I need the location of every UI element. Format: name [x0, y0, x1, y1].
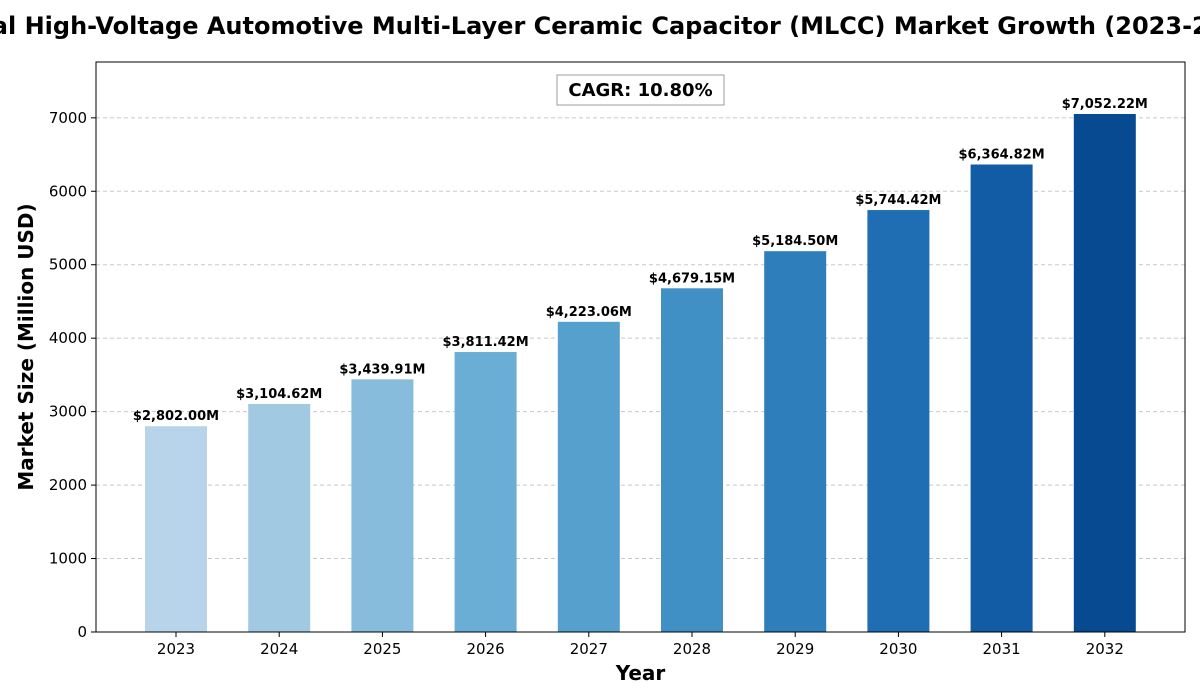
cagr-annotation: CAGR: 10.80%: [556, 74, 725, 106]
x-axis-ticks: 2023 2024 2025 2026 2027 2028 2029 2030 2031 2032: [157, 632, 1124, 658]
bar-value-label-2032: $7,052.22M: [1062, 97, 1148, 112]
y-tick-label: 7000: [49, 109, 87, 127]
bar-value-labels: $2,802.00M $3,104.62M $3,439.91M $3,811.42M…: [133, 97, 1148, 424]
cagr-label: CAGR: 10.80%: [568, 80, 712, 101]
chart-title: Global High-Voltage Automotive Multi-Lay…: [0, 12, 1200, 40]
bar-2028: [661, 288, 723, 632]
x-tick-label-2032: 2032: [1086, 640, 1124, 658]
bar-value-label-2026: $3,811.42M: [443, 335, 529, 350]
bar-2031: [970, 164, 1033, 632]
bar-2032: [1073, 113, 1136, 632]
bar-value-label-2025: $3,439.91M: [339, 362, 425, 377]
bar-value-label-2028: $4,679.15M: [649, 271, 735, 286]
bar-value-label-2029: $5,184.50M: [752, 234, 838, 249]
bars: [145, 113, 1136, 633]
bar-value-label-2024: $3,104.62M: [236, 387, 322, 402]
y-axis-label: Market Size (Million USD): [14, 203, 38, 490]
y-tick-label: 0: [77, 623, 87, 641]
bar-value-label-2031: $6,364.82M: [959, 147, 1045, 162]
x-tick-label-2031: 2031: [983, 640, 1021, 658]
x-tick-label-2028: 2028: [673, 640, 711, 658]
y-tick-label: 3000: [49, 403, 87, 421]
x-tick-label-2027: 2027: [570, 640, 608, 658]
bar-2025: [351, 379, 414, 632]
y-tick-label: 5000: [49, 256, 87, 274]
x-tick-label-2030: 2030: [879, 640, 917, 658]
bar-value-label-2023: $2,802.00M: [133, 409, 219, 424]
x-tick-label-2025: 2025: [363, 640, 401, 658]
y-tick-label: 6000: [49, 182, 87, 200]
bar-2024: [248, 403, 311, 632]
bar-value-label-2030: $5,744.42M: [855, 193, 941, 208]
bar-2027: [557, 321, 620, 632]
x-tick-label-2029: 2029: [776, 640, 814, 658]
x-axis-label: Year: [615, 661, 666, 685]
x-tick-label-2024: 2024: [260, 640, 298, 658]
bar-2026: [454, 352, 517, 632]
y-tick-label: 1000: [49, 550, 87, 568]
bar-2029: [764, 251, 827, 633]
bar-2030: [867, 210, 930, 632]
y-tick-label: 2000: [49, 476, 87, 494]
y-tick-label: 4000: [49, 329, 87, 347]
bar-2023: [145, 426, 207, 632]
plot-frame: [95, 61, 1186, 633]
y-axis-ticks: 0 1000 2000 3000 4000 5000 6000 7000: [49, 109, 96, 641]
cagr-box: [556, 74, 725, 106]
x-tick-label-2026: 2026: [467, 640, 505, 658]
bar-value-label-2027: $4,223.06M: [546, 305, 632, 320]
x-tick-label-2023: 2023: [157, 640, 195, 658]
